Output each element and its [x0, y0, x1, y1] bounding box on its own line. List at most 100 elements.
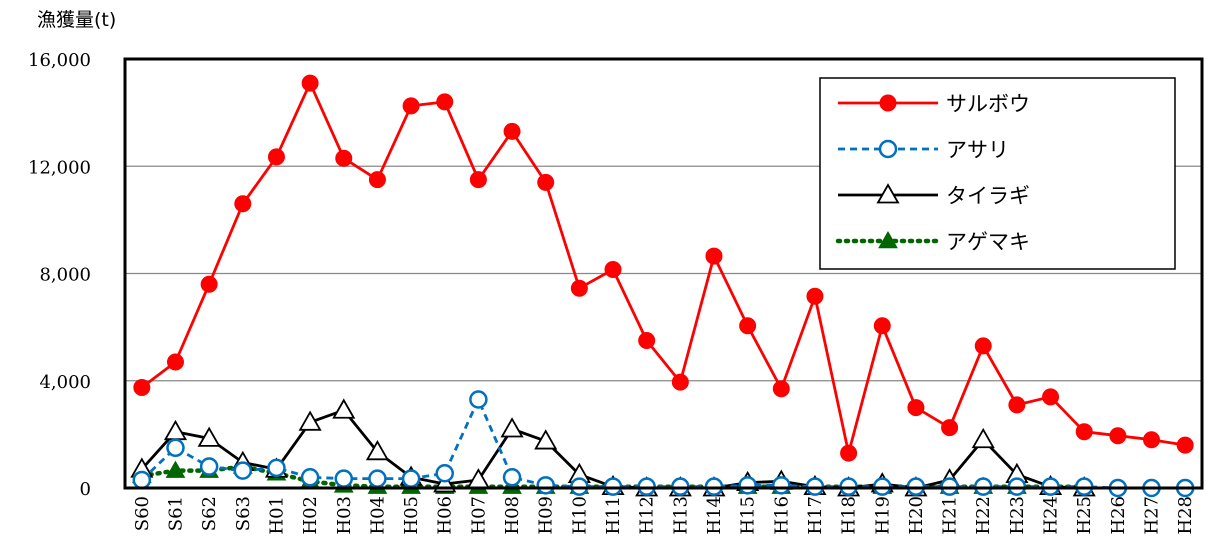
- data-point: [1143, 431, 1161, 449]
- plot-area-frame: [123, 57, 1204, 490]
- data-point: [466, 468, 490, 489]
- x-tick-label: H19: [872, 496, 893, 535]
- series-サルボウ: [133, 74, 1194, 462]
- x-axis-tick-labels: S60 S61 S62 S63 H01 H02 H03 H04 H05 H06 H07 H08 H09 H…: [132, 496, 1196, 535]
- data-point: [570, 279, 588, 297]
- x-tick-label: H25: [1074, 496, 1095, 535]
- data-point: [267, 148, 285, 166]
- data-point: [401, 469, 421, 488]
- series-line: [140, 398, 1186, 490]
- x-tick-label: H01: [266, 496, 287, 535]
- x-tick-label: H27: [1142, 496, 1163, 535]
- data-point: [739, 317, 757, 335]
- data-point: [941, 419, 959, 437]
- series-line: [140, 81, 1186, 455]
- x-tick-label: H26: [1108, 496, 1129, 535]
- data-point: [974, 337, 992, 355]
- x-tick-label: H16: [771, 496, 792, 535]
- y-tick-label: 8,000: [39, 265, 91, 286]
- y-axis-label: 漁獲量(t): [37, 9, 116, 31]
- x-tick-label: H28: [1175, 496, 1196, 535]
- y-axis-tick-labels: 0 4,000 8,000 12,000 16,000: [28, 50, 91, 500]
- legend-box: [819, 77, 1176, 270]
- data-point: [267, 458, 286, 478]
- x-tick-label: H10: [569, 496, 590, 535]
- data-point: [1042, 388, 1060, 406]
- data-point: [502, 468, 522, 487]
- data-point: [335, 149, 353, 167]
- legend-label: アゲマキ: [946, 230, 1030, 254]
- data-point: [133, 378, 151, 396]
- legend-label: サルボウ: [946, 92, 1030, 116]
- x-tick-label: H20: [906, 496, 927, 535]
- data-point: [534, 429, 558, 450]
- x-tick-label: S61: [165, 496, 186, 531]
- x-tick-label: H04: [367, 496, 388, 535]
- data-point: [638, 332, 656, 350]
- data-point: [879, 94, 897, 112]
- x-tick-label: H02: [300, 496, 321, 535]
- data-point: [166, 438, 185, 458]
- data-point: [166, 353, 184, 371]
- x-tick-label: H03: [334, 496, 355, 535]
- x-tick-label: H11: [603, 496, 624, 535]
- data-point: [298, 410, 322, 431]
- y-tick-label: 16,000: [28, 50, 91, 71]
- data-point: [163, 419, 188, 441]
- x-tick-label: H08: [502, 496, 523, 535]
- x-tick-label: H07: [468, 496, 489, 535]
- x-tick-label: H06: [435, 496, 456, 535]
- data-point: [806, 287, 824, 305]
- x-tick-label: H24: [1041, 496, 1062, 535]
- x-tick-label: H17: [805, 496, 826, 535]
- data-point: [705, 247, 723, 265]
- data-point: [1075, 423, 1093, 441]
- data-point: [132, 470, 152, 490]
- data-point: [300, 468, 320, 487]
- data-point: [165, 460, 186, 478]
- x-tick-label: H13: [670, 496, 691, 535]
- data-point: [402, 97, 420, 115]
- x-tick-label: H09: [536, 496, 557, 535]
- y-tick-label: 4,000: [39, 372, 91, 393]
- data-point: [873, 317, 891, 335]
- data-point: [200, 275, 218, 293]
- data-point: [233, 461, 253, 480]
- data-point: [536, 476, 555, 495]
- x-tick-label: H15: [738, 496, 759, 535]
- data-point: [435, 464, 454, 483]
- data-point: [671, 373, 689, 391]
- data-point: [1109, 427, 1127, 445]
- data-point: [334, 469, 354, 488]
- data-point: [469, 390, 488, 409]
- data-point: [604, 260, 622, 278]
- legend-label: アサリ: [946, 138, 1009, 162]
- data-point: [368, 171, 386, 189]
- data-point: [772, 476, 791, 495]
- data-point: [436, 93, 454, 111]
- data-point: [878, 230, 898, 249]
- y-tick-label: 0: [80, 479, 91, 500]
- data-point: [772, 380, 790, 398]
- data-point: [878, 139, 898, 159]
- data-point: [199, 457, 219, 476]
- x-tick-label: S62: [199, 496, 220, 531]
- x-tick-label: H18: [839, 496, 860, 535]
- data-point: [500, 417, 524, 438]
- data-point: [503, 122, 521, 140]
- data-point: [537, 173, 555, 191]
- x-tick-label: H21: [940, 496, 961, 535]
- x-tick-label: H22: [973, 496, 994, 535]
- legend-label: タイラギ: [946, 184, 1030, 208]
- x-tick-label: H14: [704, 496, 725, 535]
- data-point: [876, 183, 900, 204]
- x-tick-label: H23: [1007, 496, 1028, 535]
- data-point: [1008, 396, 1026, 414]
- data-point: [469, 171, 487, 189]
- data-point: [197, 426, 221, 447]
- x-tick-label: S63: [233, 496, 254, 531]
- x-tick-label: H05: [401, 496, 422, 535]
- data-point: [971, 427, 995, 449]
